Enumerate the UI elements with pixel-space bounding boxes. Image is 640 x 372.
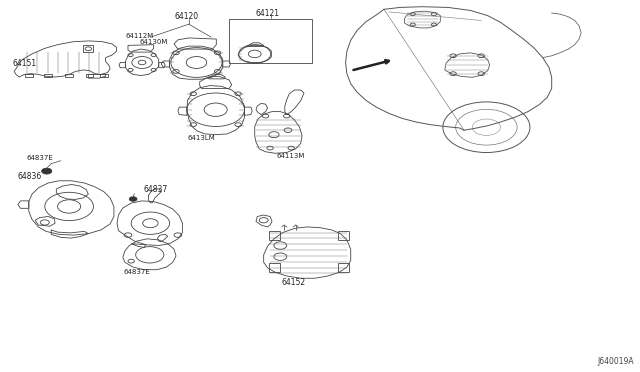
- Text: 64120: 64120: [174, 12, 198, 21]
- Circle shape: [129, 197, 137, 201]
- Text: 6413LM: 6413LM: [188, 135, 215, 141]
- Text: 64112M: 64112M: [125, 33, 154, 39]
- Text: 64152: 64152: [282, 278, 306, 287]
- Text: 64113M: 64113M: [276, 153, 305, 159]
- Text: 64837: 64837: [143, 185, 168, 194]
- Text: 64121: 64121: [256, 9, 280, 17]
- Circle shape: [42, 168, 52, 174]
- Text: 64837E: 64837E: [124, 269, 150, 275]
- Text: 64151: 64151: [13, 59, 37, 68]
- Text: 64837E: 64837E: [27, 155, 54, 161]
- Text: J640019A: J640019A: [597, 357, 634, 366]
- Bar: [229, 19, 312, 63]
- Text: 64130M: 64130M: [140, 39, 168, 45]
- Text: 64836: 64836: [18, 172, 42, 181]
